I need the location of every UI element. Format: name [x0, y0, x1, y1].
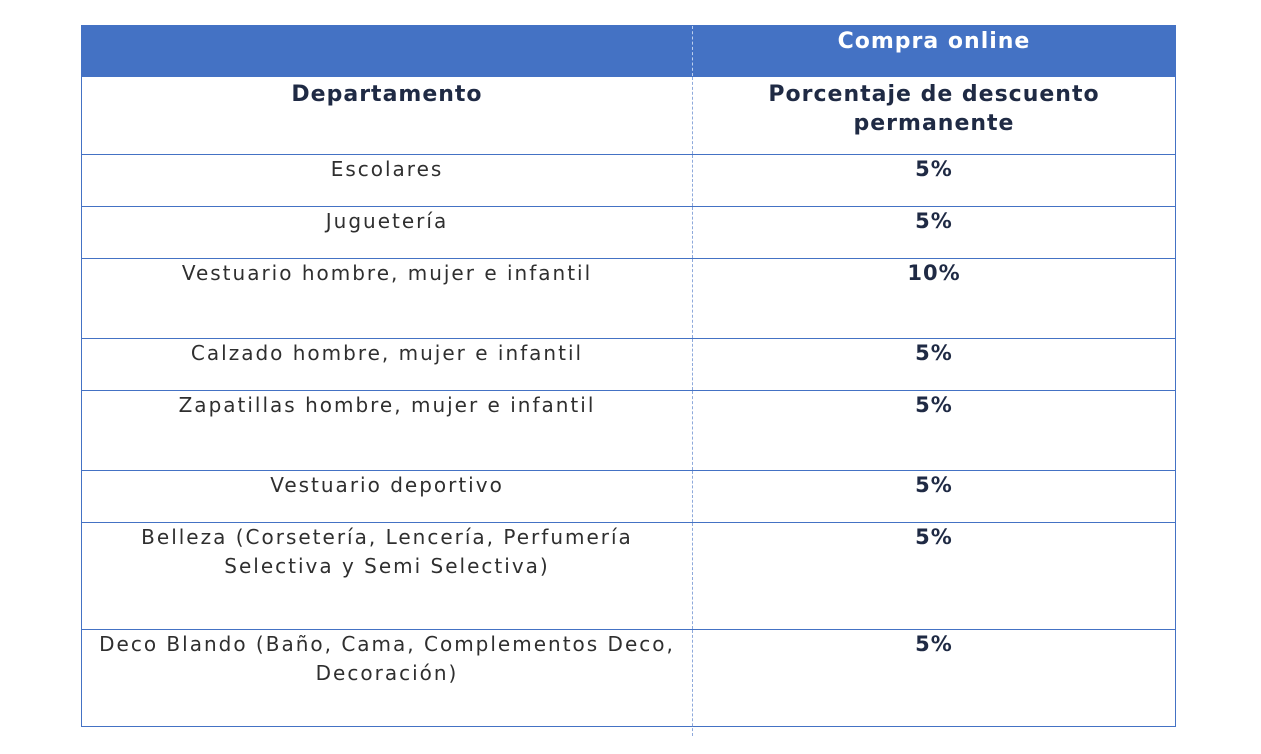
table-row: Juguetería 5% [82, 206, 1175, 259]
header-department: Departamento [291, 82, 483, 107]
banner-left-text [82, 26, 692, 27]
table-row: Zapatillas hombre, mujer e infantil 5% [82, 390, 1175, 471]
discount-value: 5% [915, 393, 953, 417]
discount-value: 5% [915, 209, 953, 233]
header-department-cell: Departamento [82, 76, 693, 155]
department-cell: Escolares [82, 154, 693, 207]
discount-value: 5% [915, 473, 953, 497]
table-banner-row: Compra online [82, 26, 1175, 77]
table-row: Vestuario deportivo 5% [82, 470, 1175, 523]
discount-cell: 5% [692, 629, 1175, 736]
discount-cell: 5% [692, 470, 1175, 523]
discount-cell: 10% [692, 258, 1175, 339]
banner-title: Compra online [837, 29, 1031, 54]
banner-left-cell [82, 26, 693, 77]
discount-table-grid: Compra online Departamento Porcentaje de… [82, 26, 1175, 736]
table-row: Escolares 5% [82, 154, 1175, 207]
discount-table: Compra online Departamento Porcentaje de… [81, 25, 1176, 736]
department-name: Vestuario hombre, mujer e infantil [181, 261, 593, 285]
discount-value: 10% [907, 261, 961, 285]
banner-right-cell: Compra online [692, 26, 1175, 77]
discount-value: 5% [915, 632, 953, 656]
table-row: Vestuario hombre, mujer e infantil 10% [82, 258, 1175, 339]
header-discount-cell: Porcentaje de descuento permanente [692, 76, 1175, 155]
discount-cell: 5% [692, 206, 1175, 259]
department-cell: Zapatillas hombre, mujer e infantil [82, 390, 693, 471]
department-name: Calzado hombre, mujer e infantil [190, 341, 584, 365]
department-name: Zapatillas hombre, mujer e infantil [178, 393, 596, 417]
discount-cell: 5% [692, 154, 1175, 207]
department-name: Escolares [330, 157, 444, 181]
department-name: Belleza (Corsetería, Lencería, Perfumerí… [141, 525, 633, 578]
department-cell: Vestuario hombre, mujer e infantil [82, 258, 693, 339]
discount-value: 5% [915, 157, 953, 181]
department-cell: Juguetería [82, 206, 693, 259]
discount-value: 5% [915, 525, 953, 549]
table-row: Belleza (Corsetería, Lencería, Perfumerí… [82, 522, 1175, 630]
department-name: Juguetería [325, 209, 449, 233]
discount-value: 5% [915, 341, 953, 365]
table-row: Calzado hombre, mujer e infantil 5% [82, 338, 1175, 391]
table-row: Deco Blando (Baño, Cama, Complementos De… [82, 629, 1175, 736]
discount-cell: 5% [692, 522, 1175, 630]
table-header-row: Departamento Porcentaje de descuento per… [82, 76, 1175, 155]
department-cell: Deco Blando (Baño, Cama, Complementos De… [82, 629, 693, 736]
department-cell: Vestuario deportivo [82, 470, 693, 523]
discount-cell: 5% [692, 338, 1175, 391]
department-cell: Belleza (Corsetería, Lencería, Perfumerí… [82, 522, 693, 630]
department-name: Deco Blando (Baño, Cama, Complementos De… [99, 632, 675, 685]
discount-cell: 5% [692, 390, 1175, 471]
department-cell: Calzado hombre, mujer e infantil [82, 338, 693, 391]
department-name: Vestuario deportivo [270, 473, 504, 497]
header-discount: Porcentaje de descuento permanente [768, 82, 1100, 136]
